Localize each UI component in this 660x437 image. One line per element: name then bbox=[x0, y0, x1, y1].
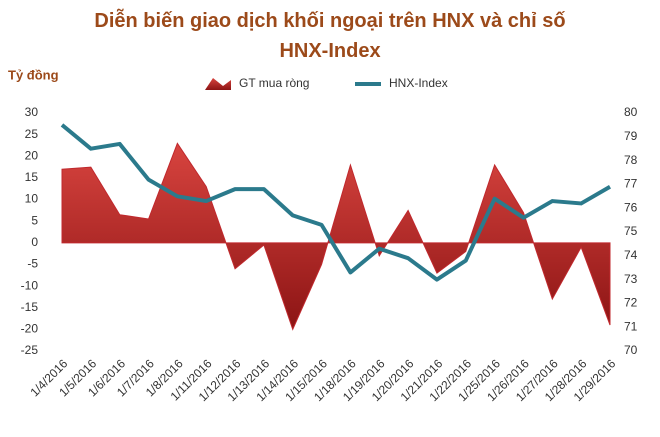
y-tick-label: 5 bbox=[31, 213, 38, 227]
y-axis-label: Tỷ đồng bbox=[8, 67, 59, 82]
y-tick-label: 30 bbox=[25, 105, 39, 119]
y2-tick-label: 77 bbox=[624, 177, 638, 191]
y-tick-label: -5 bbox=[27, 257, 38, 271]
chart-title: Diễn biến giao dịch khối ngoại trên HNX … bbox=[94, 10, 566, 62]
y2-tick-label: 74 bbox=[624, 248, 638, 262]
area bbox=[61, 142, 611, 331]
y-tick-label: -15 bbox=[21, 300, 39, 314]
y-tick-label: 25 bbox=[25, 127, 39, 141]
y-tick-label: 0 bbox=[31, 235, 38, 249]
y2-tick-label: 71 bbox=[624, 319, 638, 333]
y2-tick-label: 73 bbox=[624, 272, 638, 286]
y2-tick-label: 75 bbox=[624, 224, 638, 238]
y2-tick-label: 70 bbox=[624, 343, 638, 357]
y2-tick-label: 76 bbox=[624, 200, 638, 214]
y-tick-label: -10 bbox=[21, 278, 39, 292]
y-tick-label: 20 bbox=[25, 148, 39, 162]
y-tick-label: -25 bbox=[21, 343, 39, 357]
y-tick-label: -20 bbox=[21, 322, 39, 336]
y-tick-label: 15 bbox=[25, 170, 39, 184]
y2-tick-label: 79 bbox=[624, 129, 638, 143]
y2-tick-label: 78 bbox=[624, 153, 638, 167]
y2-tick-label: 80 bbox=[624, 105, 638, 119]
legend-label: HNX-Index bbox=[389, 76, 448, 90]
legend-swatch bbox=[205, 78, 231, 90]
line bbox=[60, 123, 612, 282]
legend-label: GT mua ròng bbox=[239, 76, 309, 90]
y-tick-label: 10 bbox=[25, 192, 39, 206]
y2-tick-label: 72 bbox=[624, 296, 638, 310]
